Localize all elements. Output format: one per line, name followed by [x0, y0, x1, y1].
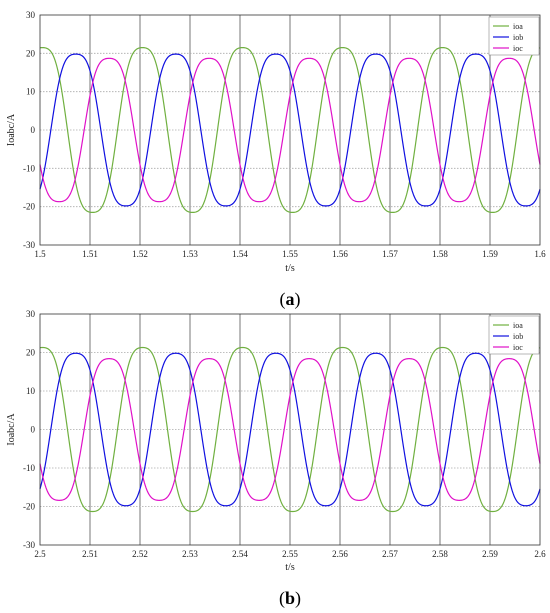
legend-label-iob: iob — [513, 33, 523, 42]
x-axis-label: t/s — [285, 562, 295, 573]
x-tick-label: 2.57 — [382, 549, 398, 559]
x-tick-label: 2.51 — [82, 549, 98, 559]
x-tick-label: 2.6 — [534, 549, 546, 559]
legend-label-ioc: ioc — [513, 343, 523, 352]
legend-label-iob: iob — [513, 332, 523, 341]
caption-close: ) — [295, 588, 301, 609]
series-line-iob — [39, 53, 541, 207]
y-tick-label: -10 — [23, 163, 35, 173]
x-tick-label: 1.56 — [332, 249, 348, 259]
plot-frame — [39, 313, 541, 546]
y-axis-label: Ioabc/A — [6, 113, 17, 146]
x-tick-label: 1.58 — [432, 249, 448, 259]
y-tick-label: -30 — [23, 540, 35, 550]
y-tick-label: -30 — [23, 240, 35, 250]
x-tick-label: 1.51 — [82, 249, 98, 259]
legend-label-ioa: ioa — [513, 321, 523, 330]
series-line-ioc — [39, 57, 541, 203]
y-tick-label: 0 — [31, 125, 36, 135]
x-tick-label: 1.57 — [382, 249, 398, 259]
y-tick-label: -20 — [23, 202, 35, 212]
y-tick-label: 20 — [26, 348, 36, 358]
x-tick-label: 2.56 — [332, 549, 348, 559]
legend-label-ioa: ioa — [513, 22, 523, 31]
plot-frame — [39, 14, 541, 246]
x-tick-label: 1.59 — [482, 249, 498, 259]
figure-caption: (a) — [280, 289, 301, 310]
y-tick-label: -10 — [23, 463, 35, 473]
x-tick-label: 2.53 — [182, 549, 198, 559]
y-tick-label: 10 — [26, 386, 36, 396]
x-tick-label: 1.52 — [132, 249, 148, 259]
x-tick-label: 1.6 — [534, 249, 546, 259]
y-tick-label: 10 — [26, 87, 36, 97]
x-tick-label: 2.52 — [132, 549, 148, 559]
caption-open: ( — [279, 588, 285, 609]
legend: ioa iob ioc — [488, 315, 540, 355]
series-line-ioa — [39, 46, 541, 214]
legend: ioa iob ioc — [488, 16, 540, 56]
legend-box — [488, 315, 540, 355]
chart-panel-a: 1.5 1.51 1.52 1.53 1.54 1.55 1.56 1.57 1.58 1.59 1… — [6, 10, 546, 310]
y-tick-label: 30 — [26, 309, 36, 319]
x-tick-label: 2.5 — [34, 549, 46, 559]
y-tick-label: 30 — [26, 10, 36, 20]
caption-letter: b — [285, 588, 295, 608]
x-tick-label: 2.59 — [482, 549, 498, 559]
caption-letter: a — [286, 289, 295, 309]
series-line-iob — [39, 352, 541, 507]
y-axis-label: Ioabc/A — [6, 413, 17, 446]
x-tick-label: 1.55 — [282, 249, 298, 259]
series-line-ioa — [39, 346, 541, 513]
y-tick-label: 0 — [31, 425, 36, 435]
x-tick-label: 2.55 — [282, 549, 298, 559]
y-tick-label: -20 — [23, 502, 35, 512]
caption-close: ) — [295, 289, 301, 310]
legend-box — [488, 16, 540, 56]
x-axis-label: t/s — [285, 263, 295, 274]
x-tick-label: 2.54 — [232, 549, 248, 559]
series-line-ioc — [39, 358, 541, 501]
x-tick-label: 2.58 — [432, 549, 448, 559]
caption-open: ( — [280, 289, 286, 310]
x-tick-label: 1.54 — [232, 249, 248, 259]
x-tick-label: 1.53 — [182, 249, 198, 259]
y-tick-label: 20 — [26, 48, 36, 58]
figure-caption: (b) — [279, 588, 301, 609]
chart-panel-b: 2.5 2.51 2.52 2.53 2.54 2.55 2.56 2.57 2.58 2.59 2… — [6, 309, 546, 609]
x-tick-label: 1.5 — [34, 249, 46, 259]
legend-label-ioc: ioc — [513, 44, 523, 53]
